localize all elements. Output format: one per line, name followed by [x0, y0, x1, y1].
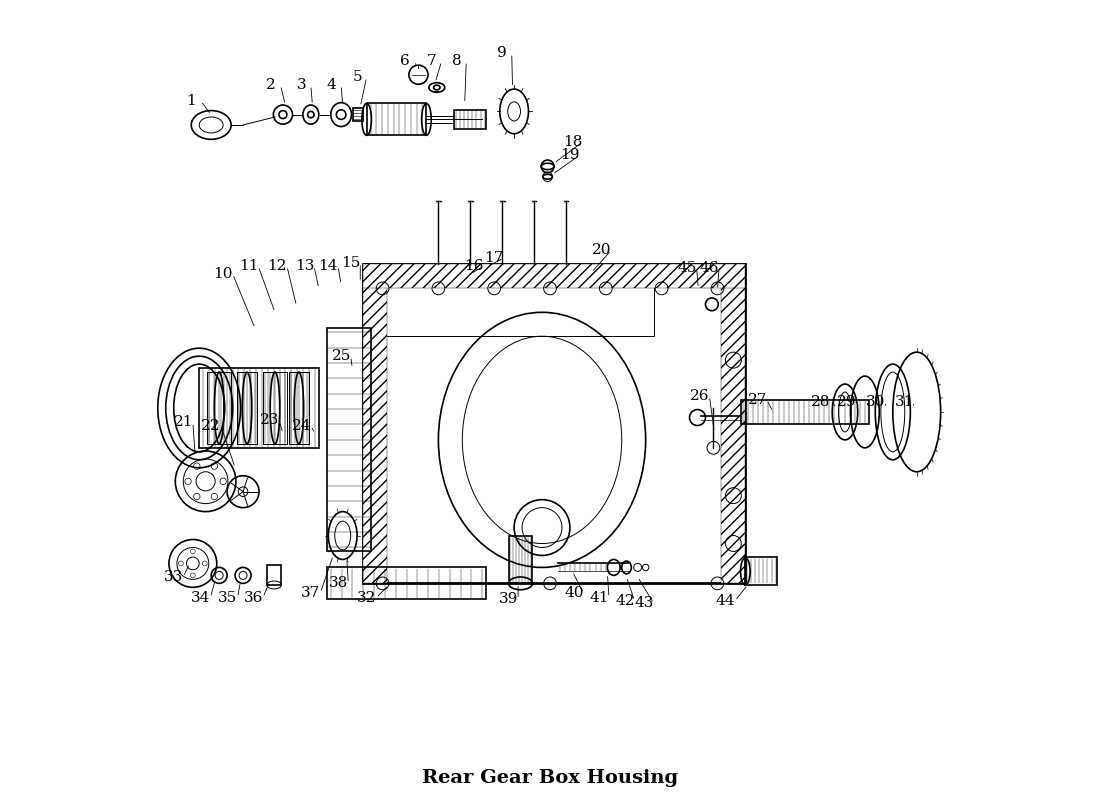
Bar: [746, 557, 778, 585]
Text: 18: 18: [562, 135, 582, 150]
Text: 31: 31: [895, 394, 914, 409]
Text: 42: 42: [615, 594, 635, 608]
Text: Rear Gear Box Housing: Rear Gear Box Housing: [422, 769, 678, 786]
Text: 44: 44: [716, 594, 735, 608]
Text: 3: 3: [297, 78, 306, 92]
Bar: [508, 535, 532, 583]
Text: 6: 6: [400, 54, 410, 68]
Text: 19: 19: [560, 148, 580, 162]
Text: 14: 14: [319, 259, 338, 273]
Text: 5: 5: [352, 70, 362, 84]
Text: 39: 39: [499, 592, 518, 606]
Bar: [327, 328, 371, 551]
Bar: [722, 265, 746, 583]
Text: 26: 26: [690, 389, 710, 403]
Text: 8: 8: [452, 54, 462, 68]
Bar: [363, 265, 386, 583]
Text: 28: 28: [812, 394, 830, 409]
Text: 32: 32: [358, 590, 376, 605]
Bar: [363, 265, 746, 583]
Bar: [327, 567, 486, 599]
Bar: [238, 372, 257, 444]
Bar: [454, 110, 486, 129]
Text: 7: 7: [427, 54, 437, 68]
Text: 30: 30: [866, 394, 886, 409]
Text: 10: 10: [213, 267, 233, 281]
Bar: [263, 372, 287, 444]
Text: 24: 24: [292, 418, 311, 433]
Text: 41: 41: [590, 590, 609, 605]
Text: 46: 46: [700, 262, 719, 275]
Bar: [375, 273, 653, 336]
Text: 37: 37: [301, 586, 320, 600]
Text: 12: 12: [267, 259, 287, 273]
Text: 38: 38: [329, 576, 349, 590]
Bar: [366, 103, 427, 135]
Text: 11: 11: [239, 259, 258, 273]
Text: 2: 2: [266, 78, 276, 92]
Text: 15: 15: [341, 256, 361, 270]
Bar: [289, 372, 309, 444]
Text: 16: 16: [464, 259, 484, 273]
Text: 34: 34: [191, 590, 210, 605]
Text: 36: 36: [244, 590, 263, 605]
Text: 45: 45: [678, 262, 696, 275]
Text: 27: 27: [748, 393, 767, 407]
Text: 29: 29: [837, 394, 856, 409]
Text: 17: 17: [484, 251, 504, 265]
Text: 40: 40: [564, 586, 584, 600]
Text: 9: 9: [497, 46, 507, 60]
Bar: [363, 265, 746, 288]
Text: 33: 33: [164, 570, 184, 584]
Bar: [741, 400, 869, 424]
Text: 35: 35: [218, 590, 238, 605]
Bar: [199, 368, 319, 448]
Text: 21: 21: [174, 415, 192, 430]
Text: 20: 20: [592, 243, 612, 257]
Bar: [207, 372, 231, 444]
Text: 1: 1: [186, 94, 196, 108]
Text: 25: 25: [331, 349, 351, 363]
Text: 22: 22: [201, 418, 221, 433]
Bar: [353, 108, 363, 121]
Text: 13: 13: [295, 259, 315, 273]
Text: 43: 43: [635, 596, 653, 610]
Text: 23: 23: [260, 413, 279, 427]
Text: 4: 4: [327, 78, 337, 92]
Bar: [267, 565, 282, 585]
